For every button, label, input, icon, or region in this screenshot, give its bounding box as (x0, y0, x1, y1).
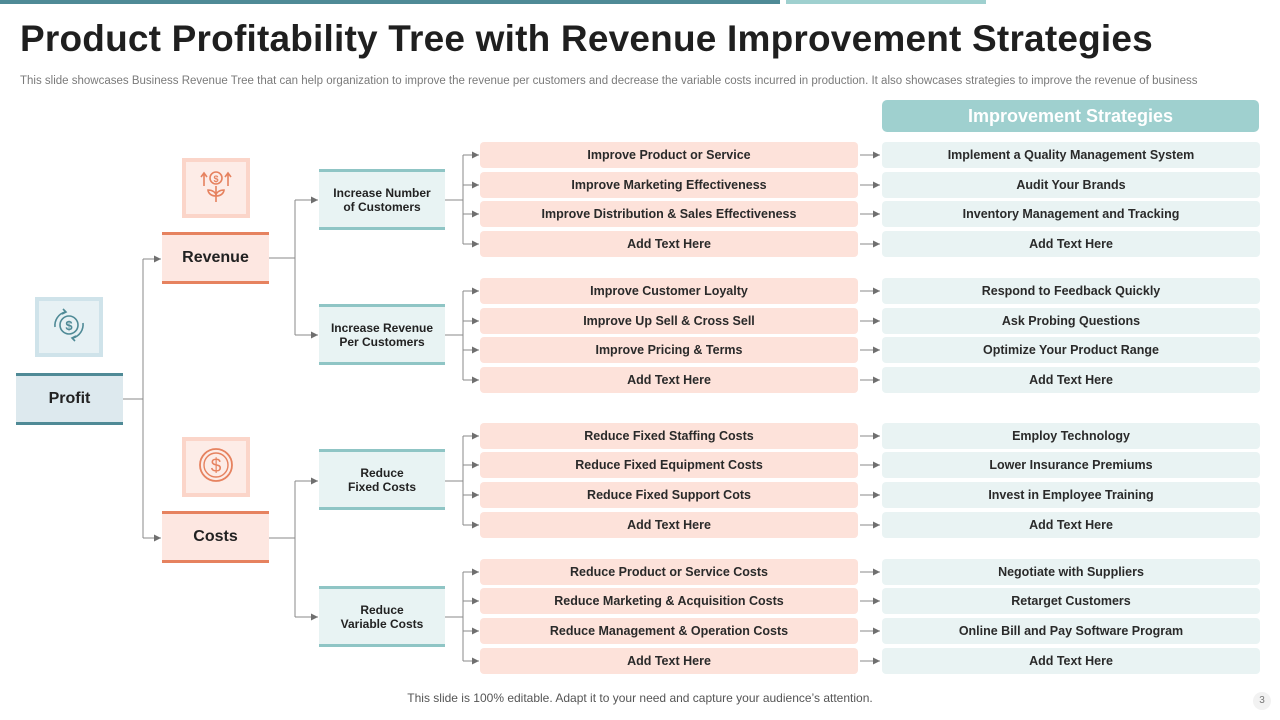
strategy-item: Lower Insurance Premiums (882, 452, 1260, 478)
profit-node: Profit (16, 373, 123, 425)
leaf-item: Add Text Here (480, 648, 858, 674)
svg-text:$: $ (213, 174, 218, 184)
leaf-item: Improve Product or Service (480, 142, 858, 168)
costs-node: Costs (162, 511, 269, 563)
sub-node-reduce-variable-costs: Reduce Variable Costs (319, 586, 445, 647)
leaf-item: Reduce Fixed Support Cots (480, 482, 858, 508)
page-title: Product Profitability Tree with Revenue … (20, 18, 1153, 59)
strategy-item: Respond to Feedback Quickly (882, 278, 1260, 304)
page-subtitle: This slide showcases Business Revenue Tr… (20, 75, 1198, 87)
strategy-item: Online Bill and Pay Software Program (882, 618, 1260, 644)
strategy-item: Employ Technology (882, 423, 1260, 449)
dollar-coin-icon: $ (196, 445, 236, 490)
page-number: 3 (1253, 692, 1271, 710)
sub-node-reduce-fixed-costs: Reduce Fixed Costs (319, 449, 445, 510)
top-accent-bar-secondary (786, 0, 986, 4)
strategy-item: Invest in Employee Training (882, 482, 1260, 508)
svg-text:$: $ (211, 456, 222, 477)
leaf-item: Reduce Fixed Equipment Costs (480, 452, 858, 478)
dollar-exchange-icon: $ (49, 305, 89, 350)
strategy-item: Negotiate with Suppliers (882, 559, 1260, 585)
strategy-item: Audit Your Brands (882, 172, 1260, 198)
leaf-item: Add Text Here (480, 367, 858, 393)
strategy-item: Implement a Quality Management System (882, 142, 1260, 168)
strategy-item: Add Text Here (882, 648, 1260, 674)
strategy-item: Add Text Here (882, 367, 1260, 393)
leaf-item: Reduce Fixed Staffing Costs (480, 423, 858, 449)
svg-text:$: $ (65, 318, 73, 333)
strategy-item: Add Text Here (882, 231, 1260, 257)
improvement-strategies-header: Improvement Strategies (882, 100, 1259, 132)
leaf-item: Add Text Here (480, 512, 858, 538)
strategy-item: Ask Probing Questions (882, 308, 1260, 334)
sub-node-increase-customers: Increase Number of Customers (319, 169, 445, 230)
profit-icon-box: $ (35, 297, 103, 357)
strategy-item: Retarget Customers (882, 588, 1260, 614)
revenue-icon-box: $ (182, 158, 250, 218)
strategy-item: Add Text Here (882, 512, 1260, 538)
leaf-item: Improve Up Sell & Cross Sell (480, 308, 858, 334)
strategy-item: Optimize Your Product Range (882, 337, 1260, 363)
revenue-node: Revenue (162, 232, 269, 284)
leaf-item: Improve Marketing Effectiveness (480, 172, 858, 198)
top-accent-bar (0, 0, 780, 4)
leaf-item: Reduce Product or Service Costs (480, 559, 858, 585)
leaf-item: Improve Pricing & Terms (480, 337, 858, 363)
leaf-item: Add Text Here (480, 231, 858, 257)
footer-note: This slide is 100% editable. Adapt it to… (407, 691, 873, 705)
strategy-item: Inventory Management and Tracking (882, 201, 1260, 227)
leaf-item: Improve Distribution & Sales Effectivene… (480, 201, 858, 227)
costs-icon-box: $ (182, 437, 250, 497)
money-growth-plant-icon: $ (196, 166, 236, 211)
leaf-item: Reduce Marketing & Acquisition Costs (480, 588, 858, 614)
sub-node-increase-revenue-per-customer: Increase Revenue Per Customers (319, 304, 445, 365)
leaf-item: Improve Customer Loyalty (480, 278, 858, 304)
leaf-item: Reduce Management & Operation Costs (480, 618, 858, 644)
